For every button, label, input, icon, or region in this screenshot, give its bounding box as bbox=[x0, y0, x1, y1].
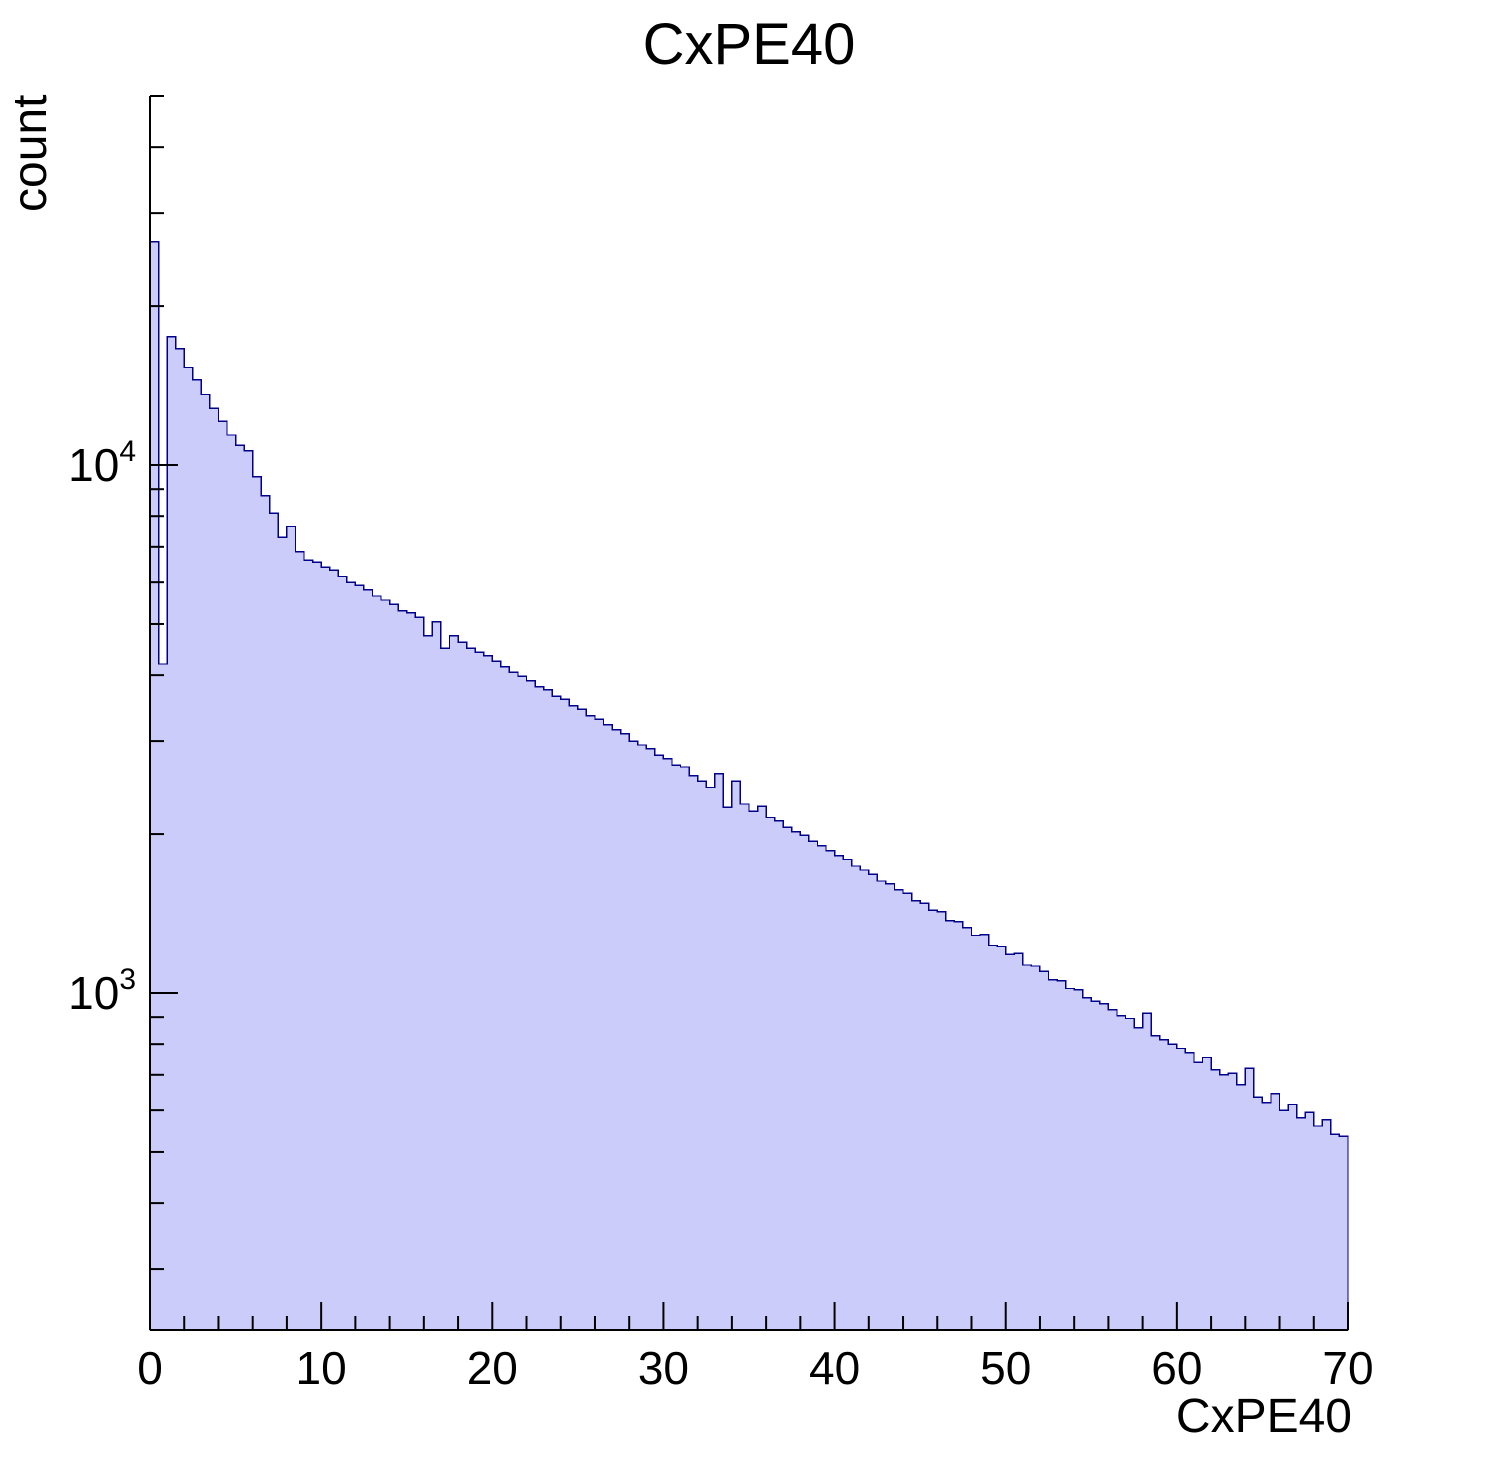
x-tick-label: 30 bbox=[638, 1342, 689, 1394]
x-axis-title: CxPE40 bbox=[1176, 1390, 1352, 1443]
x-tick-label: 50 bbox=[980, 1342, 1031, 1394]
y-tick-label: 103 bbox=[68, 963, 136, 1019]
x-tick-label: 70 bbox=[1322, 1342, 1373, 1394]
x-tick-label: 40 bbox=[809, 1342, 860, 1394]
x-tick-label: 60 bbox=[1151, 1342, 1202, 1394]
histogram-series-layer bbox=[149, 240, 1349, 1331]
axes-layer bbox=[149, 95, 1349, 1331]
tick-label-layer: 0 10 20 30 40 50 60 70 103 104 bbox=[68, 435, 1373, 1394]
x-tick-label: 0 bbox=[137, 1342, 163, 1394]
histogram-series bbox=[149, 240, 1349, 1331]
x-tick-label: 20 bbox=[467, 1342, 518, 1394]
y-axis-title: count bbox=[4, 95, 57, 212]
y-tick-label: 104 bbox=[68, 435, 136, 491]
x-tick-label: 10 bbox=[296, 1342, 347, 1394]
chart-title: CxPE40 bbox=[643, 12, 856, 77]
